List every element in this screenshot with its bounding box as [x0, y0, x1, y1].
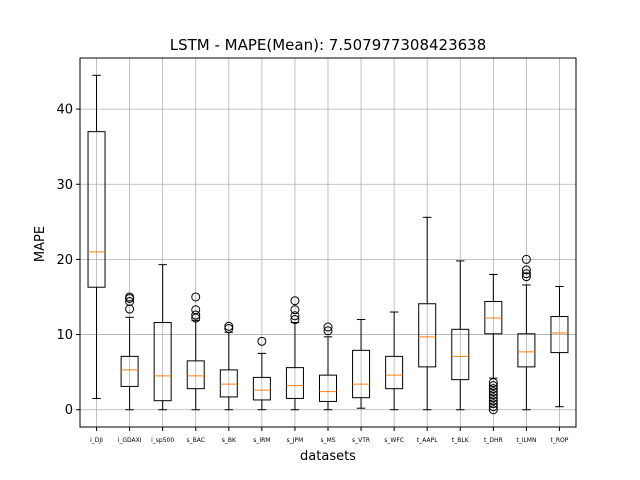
y-tick-label: 0 [65, 403, 73, 418]
outlier-point [488, 396, 498, 406]
iqr-box [451, 328, 470, 381]
box-i_GDAXI [120, 292, 139, 411]
outlier-point [521, 272, 531, 282]
box-s_BK [219, 321, 238, 411]
iqr-box [219, 369, 238, 398]
x-tick-label: i_sp500 [151, 437, 174, 444]
outlier-point [488, 405, 498, 415]
box-s_MS [319, 322, 337, 411]
outlier-point [191, 310, 201, 320]
outlier-point [323, 322, 333, 332]
box-s_JPM [285, 296, 304, 411]
box-t_BLK [451, 260, 470, 411]
iqr-box [285, 367, 304, 399]
iqr-box [319, 374, 337, 402]
x-tick-label: s_BK [222, 437, 237, 444]
iqr-box [385, 355, 404, 390]
x-tick-label: t_ILMN [516, 437, 536, 444]
x-tick-label: s_VTR [352, 437, 370, 444]
iqr-box [120, 355, 139, 387]
outlier-point [488, 384, 498, 394]
x-tick-label: i_GDAXI [118, 437, 142, 444]
iqr-box [87, 131, 106, 288]
outlier-point [224, 321, 234, 331]
x-tick-label: s_IRM [253, 437, 270, 444]
x-tick-label: s_MS [320, 437, 335, 444]
iqr-box [352, 349, 371, 399]
iqr-box [252, 376, 271, 401]
box-t_DHR [484, 273, 503, 415]
outlier-point [290, 311, 300, 321]
y-axis-ticks: 0 10 20 30 40 [56, 103, 80, 418]
box-s_WFC [385, 311, 404, 411]
x-tick-label: s_JPM [287, 437, 304, 444]
box-t_ILMN [517, 254, 536, 411]
x-tick-label: t_ROP [551, 437, 569, 444]
outlier-point [125, 296, 135, 306]
y-tick-label: 20 [56, 253, 73, 268]
iqr-box [418, 303, 437, 368]
x-tick-label: t_DHR [484, 437, 503, 444]
x-tick-label: t_AAPL [417, 437, 438, 444]
y-axis-label: MAPE [33, 226, 48, 262]
outlier-point [290, 315, 300, 325]
x-tick-label: s_BAC [187, 437, 205, 444]
outlier-point [191, 292, 201, 302]
outlier-point [521, 254, 531, 264]
box-s_BAC [186, 292, 205, 411]
outlier-point [224, 324, 234, 334]
chart-title: LSTM - MAPE(Mean): 7.507977308423638 [170, 36, 487, 54]
y-tick-label: 40 [56, 103, 73, 118]
outlier-point [488, 402, 498, 412]
x-tick-label: i_DJI [90, 437, 103, 444]
outlier-point [125, 292, 135, 302]
box-s_VTR [352, 319, 371, 409]
y-tick-label: 10 [56, 328, 73, 343]
outlier-point [191, 305, 201, 315]
outlier-point [488, 381, 498, 391]
box-t_ROP [550, 285, 569, 408]
box-i_sp500 [153, 264, 172, 411]
outlier-point [488, 378, 498, 388]
outlier-point [290, 305, 300, 315]
box-i_DJI [87, 74, 106, 399]
iqr-box [153, 322, 172, 402]
outlier-point [323, 326, 333, 336]
box-series [87, 74, 569, 415]
box-t_AAPL [418, 216, 437, 411]
outlier-point [257, 336, 267, 346]
box-s_IRM [252, 336, 271, 411]
outlier-point [488, 390, 498, 400]
outlier-point [488, 393, 498, 403]
x-axis-label: datasets [300, 449, 356, 464]
outlier-point [521, 269, 531, 279]
iqr-box [186, 360, 205, 390]
x-tick-label: s_WFC [384, 437, 404, 444]
iqr-box [517, 333, 536, 368]
iqr-box [550, 316, 569, 354]
x-axis-ticks: i_DJI i_GDAXI i_sp500 s_BAC s_BK s_IRM s_JPM s_… [90, 427, 569, 444]
outlier-point [290, 296, 300, 306]
x-tick-label: t_BLK [452, 437, 470, 444]
outlier-point [521, 265, 531, 275]
outlier-point [488, 387, 498, 397]
y-tick-label: 30 [56, 178, 73, 193]
outlier-point [488, 399, 498, 409]
